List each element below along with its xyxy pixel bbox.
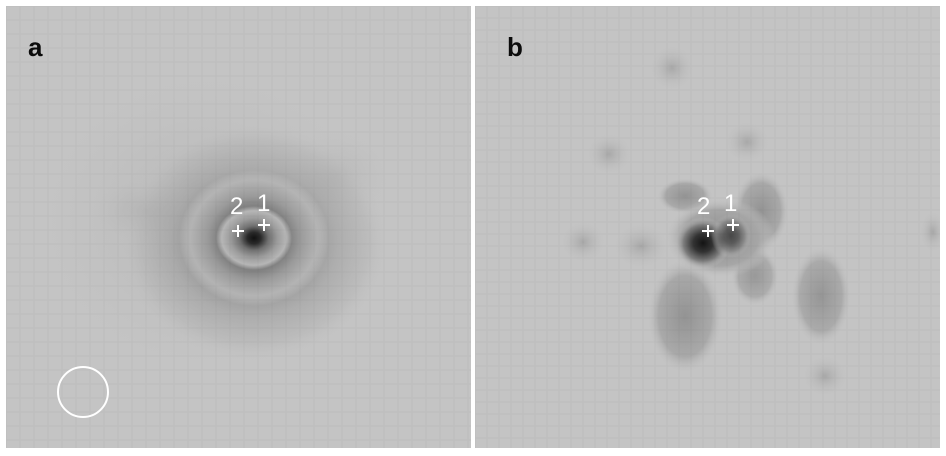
source-label-2: 2 bbox=[230, 193, 244, 220]
source-label-1: 1 bbox=[724, 190, 738, 217]
source-marker-2 bbox=[232, 225, 244, 237]
panel-divider bbox=[471, 6, 475, 448]
beam-circle-icon bbox=[57, 366, 109, 418]
source-marker-1 bbox=[258, 219, 270, 231]
source-label-1: 1 bbox=[257, 190, 271, 217]
panel-label-b: b bbox=[507, 32, 523, 62]
panel-label-a: a bbox=[28, 32, 43, 62]
panel-a: a 2 1 bbox=[6, 6, 471, 448]
source-marker-1 bbox=[727, 219, 739, 231]
source-marker-2 bbox=[702, 225, 714, 237]
panel-b: b 2 1 bbox=[475, 6, 940, 448]
source-label-2: 2 bbox=[697, 193, 711, 220]
